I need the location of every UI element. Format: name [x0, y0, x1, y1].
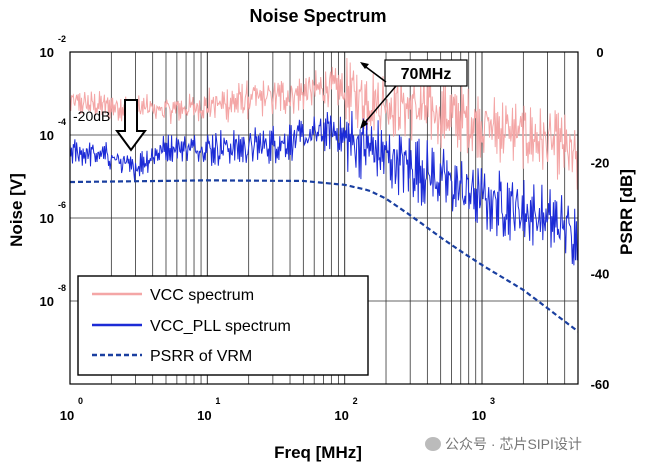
y-left-tick-label: 10: [40, 128, 54, 143]
watermark-text: 公众号 · 芯片SIPI设计: [445, 436, 582, 452]
annotation-70mhz-arrowhead-upper: [360, 62, 369, 69]
annotation-70mhz-arrowhead-lower: [360, 119, 368, 129]
annotation-20db-label: -20dB: [73, 108, 110, 124]
chart-title: Noise Spectrum: [249, 6, 386, 26]
y-left-tick-label: 10: [40, 294, 54, 309]
y-left-tick-labels: 10 -2 10 -4 10 -6 10 -8: [40, 34, 66, 309]
x-tick-label: 10: [197, 408, 211, 423]
annotation-20db: -20dB: [73, 99, 147, 152]
x-tick-label: 10: [60, 408, 74, 423]
y-left-tick-exponent: -2: [58, 34, 66, 44]
annotation-70mhz-label: 70MHz: [401, 66, 452, 83]
x-tick-label: 10: [334, 408, 348, 423]
y-right-tick-labels: 0 -20 -40 -60: [591, 45, 610, 392]
y-right-tick-label: 0: [596, 45, 603, 60]
plot-frame: [69, 51, 579, 385]
watermark: 公众号 · 芯片SIPI设计: [425, 434, 582, 454]
y-left-tick-label: 10: [40, 45, 54, 60]
x-tick-exponent: 2: [353, 396, 358, 406]
legend: VCC spectrum VCC_PLL spectrum PSRR of VR…: [77, 275, 369, 376]
wechat-icon: [425, 437, 441, 451]
x-tick-labels: 10 0 10 1 10 2 10 3: [60, 396, 495, 423]
annotation-70mhz: 70MHz: [360, 59, 468, 129]
x-tick-label: 10: [472, 408, 486, 423]
y-left-tick-label: 10: [40, 211, 54, 226]
y-right-tick-label: -20: [591, 156, 610, 171]
annotation-70mhz-arrow-lower: [361, 85, 397, 127]
x-axis-label: Freq [MHz]: [274, 443, 362, 462]
annotation-20db-arrow: [115, 99, 147, 152]
y-left-tick-exponent: -4: [58, 117, 66, 127]
x-tick-exponent: 0: [78, 396, 83, 406]
legend-label-vcc-pll: VCC_PLL spectrum: [150, 318, 291, 335]
y-right-tick-label: -40: [591, 266, 610, 281]
x-tick-exponent: 3: [490, 396, 495, 406]
series-line-psrr-of-vrm: [70, 179, 579, 333]
legend-label-vcc: VCC spectrum: [150, 287, 254, 304]
series-layer: [69, 57, 579, 333]
y-right-tick-label: -60: [591, 377, 610, 392]
y-axis-right-label: PSRR [dB]: [617, 169, 636, 255]
x-tick-exponent: 1: [215, 396, 220, 406]
y-axis-left-label: Noise [V]: [7, 173, 26, 247]
legend-label-psrr: PSRR of VRM: [150, 348, 252, 365]
y-left-tick-exponent: -6: [58, 200, 66, 210]
series-line-vcc-pll-spectrum: [69, 110, 579, 266]
y-left-tick-exponent: -8: [58, 283, 66, 293]
series-line-vcc-spectrum: [69, 57, 579, 190]
